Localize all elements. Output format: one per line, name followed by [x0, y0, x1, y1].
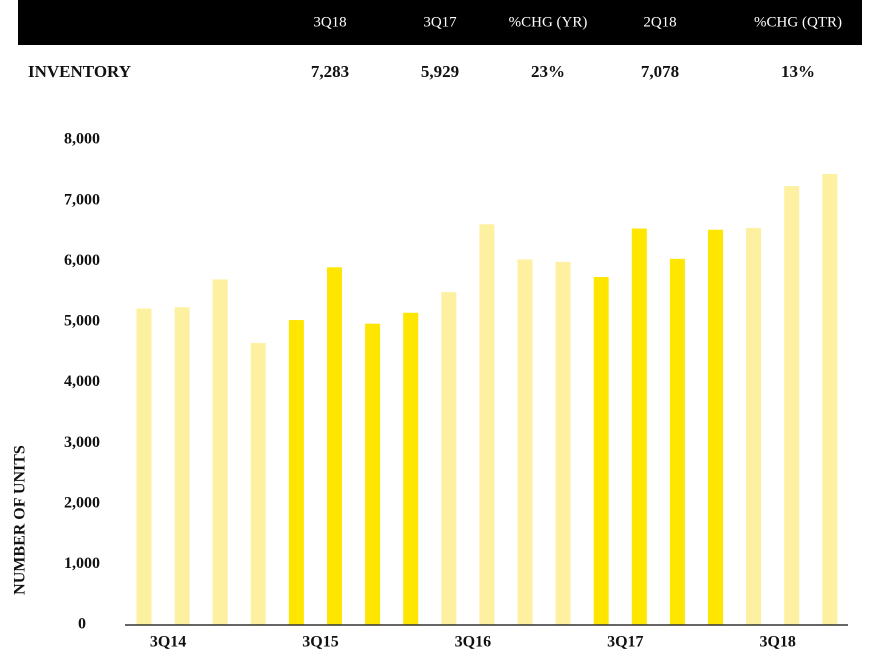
y-tick-label: 3,000	[64, 434, 100, 451]
bar	[746, 227, 762, 625]
bar	[593, 277, 609, 625]
table-cell: 5,929	[421, 62, 459, 81]
table-column-header: 3Q17	[423, 14, 457, 30]
x-tick-label: 3Q18	[759, 634, 795, 651]
y-tick-label: 0	[78, 616, 86, 633]
bar	[555, 261, 571, 625]
bar	[288, 320, 304, 625]
bar	[669, 258, 685, 625]
y-tick-label: 2,000	[64, 494, 100, 511]
bar	[403, 312, 419, 625]
table-column-header: 3Q18	[313, 14, 346, 30]
x-tick-label: 3Q16	[455, 634, 491, 651]
y-tick-label: 4,000	[64, 373, 100, 390]
y-tick-label: 8,000	[64, 131, 100, 148]
table-cell: 13%	[781, 62, 815, 81]
table-column-header: 2Q18	[643, 14, 676, 30]
bar	[250, 343, 266, 625]
bar	[517, 259, 533, 625]
y-tick-label: 1,000	[64, 555, 100, 572]
bar	[365, 323, 381, 625]
bar	[136, 308, 152, 625]
y-axis-label: NUMBER OF UNITS	[12, 445, 29, 595]
table-row-label: INVENTORY	[28, 62, 131, 81]
bar	[327, 267, 342, 625]
bar	[441, 292, 457, 625]
bar	[631, 228, 647, 625]
table-header-band	[18, 0, 862, 45]
y-tick-label: 5,000	[64, 313, 100, 330]
y-tick-label: 7,000	[64, 191, 100, 208]
bar	[822, 173, 838, 625]
bar	[174, 307, 190, 625]
table-cell: 23%	[531, 62, 565, 81]
bar	[479, 224, 495, 626]
x-tick-label: 3Q15	[302, 634, 338, 651]
table-cell: 7,283	[311, 62, 349, 81]
table-column-header: %CHG (QTR)	[754, 14, 842, 30]
y-tick-label: 6,000	[64, 252, 100, 269]
bar	[212, 279, 228, 625]
x-tick-label: 3Q14	[150, 634, 186, 651]
table-cell: 7,078	[641, 62, 679, 81]
x-tick-label: 3Q17	[607, 634, 643, 651]
bar	[784, 186, 800, 625]
table-column-header: %CHG (YR)	[509, 14, 588, 30]
bar	[708, 229, 723, 625]
